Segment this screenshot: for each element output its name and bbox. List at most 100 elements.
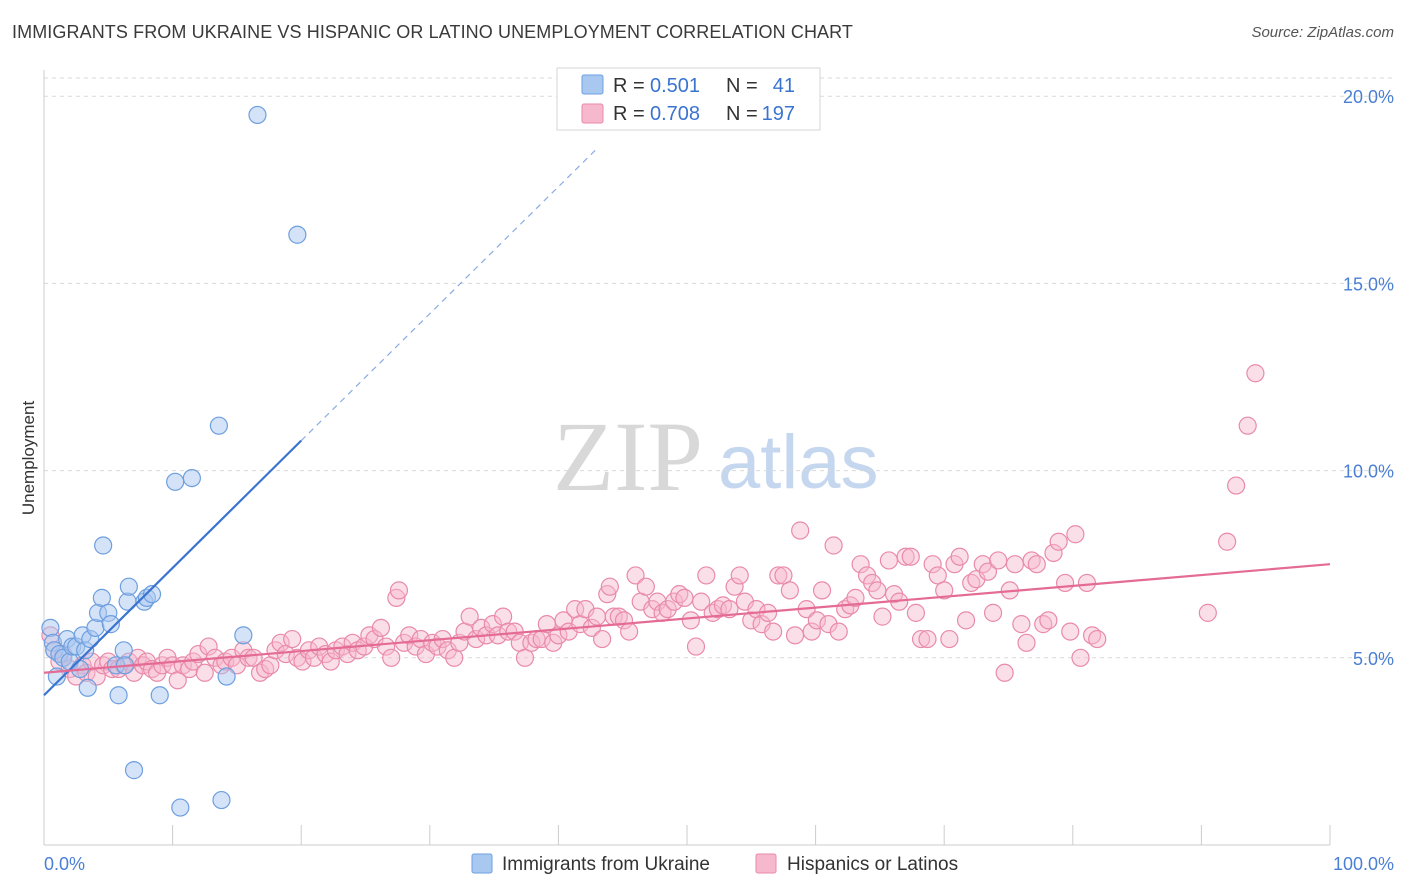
data-point-hispanics xyxy=(321,652,340,671)
data-point-hispanics xyxy=(769,566,788,585)
watermark-atlas: atlas xyxy=(718,420,879,505)
data-point-ukraine xyxy=(41,618,60,637)
data-point-hispanics xyxy=(742,611,761,630)
data-point-hispanics xyxy=(598,585,617,604)
data-point-hispanics xyxy=(1049,532,1068,551)
y-tick-label: 10.0% xyxy=(1343,462,1394,482)
grid-lines xyxy=(44,77,1392,659)
data-point-hispanics xyxy=(626,566,645,585)
data-point-hispanics xyxy=(1005,555,1025,574)
data-point-hispanics xyxy=(244,648,263,667)
data-point-hispanics xyxy=(923,555,942,574)
data-point-hispanics xyxy=(911,629,931,649)
data-point-hispanics xyxy=(785,626,805,645)
x-tick-label-max: 100.0% xyxy=(1333,854,1394,874)
chart-title: IMMIGRANTS FROM UKRAINE VS HISPANIC OR L… xyxy=(12,22,854,42)
data-point-hispanics xyxy=(1017,633,1036,652)
data-point-ukraine xyxy=(288,225,307,244)
data-point-hispanics xyxy=(515,648,535,667)
series-ukraine-points xyxy=(41,105,307,817)
data-point-hispanics xyxy=(720,600,739,619)
data-point-hispanics xyxy=(824,536,843,555)
data-point-hispanics xyxy=(812,581,832,600)
data-point-hispanics xyxy=(995,663,1014,682)
data-point-ukraine xyxy=(94,536,113,555)
data-point-ukraine xyxy=(209,416,228,435)
data-point-hispanics xyxy=(780,581,799,600)
data-point-ukraine xyxy=(217,667,236,686)
legend-r-value-1: 0.501 xyxy=(650,75,700,97)
y-axis-label: Unemployment xyxy=(19,401,38,516)
data-point-hispanics xyxy=(1246,364,1265,383)
data-point-hispanics xyxy=(896,547,915,566)
data-point-hispanics xyxy=(338,644,357,664)
data-point-hispanics xyxy=(499,622,518,641)
data-point-hispanics xyxy=(387,588,406,607)
data-point-hispanics xyxy=(950,547,969,566)
data-point-hispanics xyxy=(1071,648,1090,667)
data-point-hispanics xyxy=(802,622,821,641)
legend-n-label-1: N = xyxy=(726,75,758,97)
data-point-ukraine xyxy=(234,626,253,645)
data-point-hispanics xyxy=(658,600,677,619)
data-point-hispanics xyxy=(1061,622,1080,641)
data-point-hispanics xyxy=(901,547,920,566)
data-point-hispanics xyxy=(928,566,947,585)
data-point-hispanics xyxy=(389,581,409,600)
data-point-hispanics xyxy=(918,629,937,649)
data-point-hispanics xyxy=(873,607,892,626)
source-label: Source: ZipAtlas.com xyxy=(1251,24,1394,41)
data-point-hispanics xyxy=(1027,555,1046,574)
trend-lines xyxy=(43,148,1331,697)
data-point-ukraine xyxy=(119,577,138,596)
x-axis-ticks xyxy=(43,825,1331,845)
data-point-hispanics xyxy=(846,588,865,607)
data-point-hispanics xyxy=(620,622,639,641)
y-tick-label: 5.0% xyxy=(1353,649,1394,669)
data-point-hispanics xyxy=(382,648,401,667)
legend: R = 0.501 N = 41 R = 0.708 N = 197 xyxy=(556,67,821,131)
data-point-hispanics xyxy=(600,577,619,596)
y-axis-tick-labels: 5.0% 10.0% 15.0% 20.0% xyxy=(1343,87,1394,669)
data-point-ukraine xyxy=(109,686,128,705)
data-point-ukraine xyxy=(78,678,97,697)
bottom-legend: Immigrants from Ukraine Hispanics or Lat… xyxy=(471,853,958,875)
data-point-hispanics xyxy=(819,615,838,634)
data-point-hispanics xyxy=(587,607,607,626)
data-point-hispanics xyxy=(1044,543,1063,563)
data-point-hispanics xyxy=(1238,416,1257,435)
data-point-hispanics xyxy=(593,629,612,649)
trend-line-ukraine xyxy=(43,439,302,697)
data-point-ukraine xyxy=(150,686,169,705)
data-point-hispanics xyxy=(466,629,486,649)
data-point-hispanics xyxy=(774,566,793,585)
data-point-hispanics xyxy=(1055,573,1075,593)
data-point-ukraine xyxy=(124,761,144,780)
data-point-hispanics xyxy=(675,588,694,607)
watermark-zip: ZIP xyxy=(553,401,703,512)
data-point-ukraine xyxy=(86,618,105,637)
data-point-ukraine xyxy=(166,472,185,491)
data-point-hispanics xyxy=(1198,603,1217,622)
legend-n-label-2: N = xyxy=(726,103,758,125)
data-point-ukraine xyxy=(114,641,133,660)
data-point-hispanics xyxy=(692,592,711,611)
data-point-ukraine xyxy=(212,790,231,810)
data-point-hispanics xyxy=(978,562,998,581)
data-point-hispanics xyxy=(686,637,706,656)
data-point-hispanics xyxy=(1012,615,1031,634)
data-point-hispanics xyxy=(697,566,716,585)
data-point-hispanics xyxy=(983,603,1003,622)
bottom-legend-swatch-hispanics xyxy=(755,853,777,874)
legend-n-value-1: 41 xyxy=(773,75,795,97)
data-point-hispanics xyxy=(681,611,700,630)
legend-swatch-hispanics xyxy=(581,103,604,124)
data-point-hispanics xyxy=(791,521,810,540)
data-point-hispanics xyxy=(376,637,396,656)
data-point-hispanics xyxy=(935,581,954,600)
data-point-hispanics xyxy=(293,652,312,671)
data-point-ukraine xyxy=(171,798,190,817)
data-point-hispanics xyxy=(1039,611,1058,630)
legend-swatch-ukraine xyxy=(581,74,604,95)
data-point-hispanics xyxy=(989,551,1008,570)
